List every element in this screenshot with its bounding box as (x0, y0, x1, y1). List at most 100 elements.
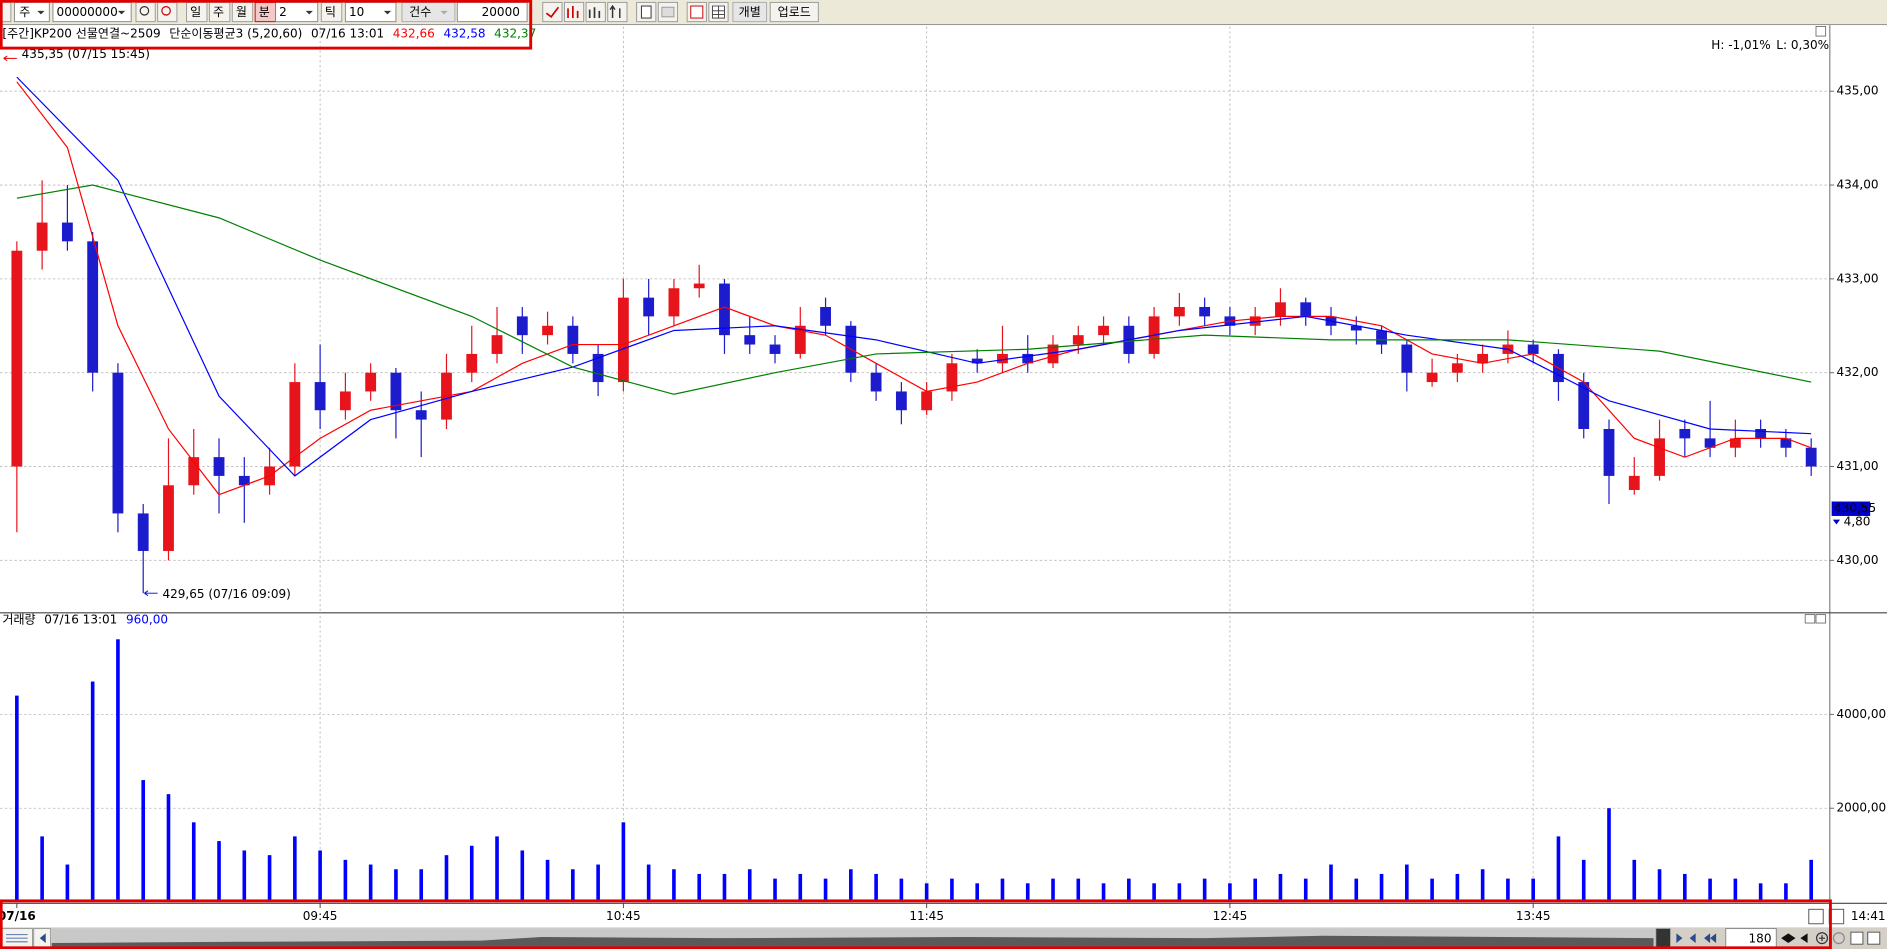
individual-button[interactable] (732, 1, 768, 23)
legend-ma20: 432,58 (443, 26, 485, 40)
candle-body (87, 241, 99, 373)
candle-body (921, 391, 933, 411)
annotation-arrow (144, 590, 158, 596)
volume-bar (621, 822, 626, 903)
volume-bar (1051, 878, 1055, 903)
candle-body (1199, 307, 1211, 317)
volume-bar (798, 873, 803, 903)
volume-bar (166, 794, 171, 903)
close-button[interactable] (1867, 931, 1881, 945)
zoom-plus[interactable] (1815, 932, 1829, 945)
nav-arrows[interactable] (1676, 933, 1717, 943)
y-tick-label: 431,00 (1836, 459, 1878, 473)
high-change: H: -1,01% (1711, 38, 1770, 52)
candle-body (895, 391, 907, 411)
plus-icon (1819, 935, 1826, 942)
x-tick-label: 07/16 (0, 909, 36, 923)
candle-body (997, 353, 1008, 364)
volume-bar (924, 883, 929, 903)
scroll-thumb[interactable] (1655, 928, 1671, 949)
search-red-button[interactable] (157, 1, 178, 23)
candle-body (11, 250, 23, 467)
pane-close[interactable] (1815, 614, 1827, 624)
search-button[interactable] (135, 1, 156, 23)
candle-body (542, 325, 553, 336)
volume-bar (1784, 883, 1788, 903)
legend-ma60: 432,37 (494, 26, 536, 40)
settings-button[interactable] (1808, 908, 1824, 925)
interval-text: 2 (279, 5, 287, 19)
volume-bar (1809, 859, 1813, 903)
volume-bar (343, 859, 348, 903)
search-icon (139, 6, 150, 16)
zoom-minus[interactable] (1832, 932, 1845, 945)
candle-body (137, 513, 149, 551)
tool-button[interactable] (585, 1, 606, 23)
candle-body (1022, 353, 1034, 364)
volume-bar (1228, 883, 1232, 903)
candle-body (643, 297, 655, 317)
pane-minimize[interactable] (1804, 614, 1816, 624)
fit-button[interactable] (1850, 931, 1864, 945)
x-end-time: 14:41 (1851, 909, 1886, 923)
volume-bar (571, 869, 575, 903)
candle-body (491, 335, 503, 354)
tool-button[interactable] (563, 1, 585, 23)
moving-average-line (16, 184, 1812, 395)
market-text: 주 (19, 5, 30, 19)
volume-bar (1506, 878, 1510, 903)
tool-icons (542, 1, 729, 23)
volume-last: 960,00 (126, 612, 168, 626)
period-text: 분 (259, 5, 270, 19)
y-tick-label: 432,00 (1836, 365, 1878, 379)
volume-bar (646, 864, 651, 903)
candle-body (289, 382, 301, 467)
legend-indicator: 단순이동평균3 (5,20,60) (169, 26, 302, 40)
x-tick-label: 11:45 (909, 909, 944, 923)
candle-body (1729, 438, 1741, 448)
candle-body (617, 297, 629, 383)
volume-bar (1076, 878, 1081, 903)
annotation-label: 429,65 (07/16 09:09) (162, 587, 290, 601)
change-label: 4,80 (1844, 514, 1871, 528)
candle-body (668, 288, 680, 317)
volume-time: 07/16 13:01 (44, 612, 117, 626)
tool-icon (712, 5, 725, 19)
y-tick-label: 2000,00 (1836, 801, 1886, 815)
period-text: 주 (213, 5, 224, 19)
candle-body (870, 372, 882, 392)
pane-maximize[interactable] (1815, 26, 1827, 37)
candle-body (719, 283, 730, 336)
upload-button[interactable] (769, 1, 819, 23)
period-text: 월 (236, 5, 247, 19)
volume-bar (368, 864, 373, 903)
candle-body (1275, 302, 1286, 317)
volume-bar (1202, 878, 1207, 903)
volume-bar (40, 836, 44, 903)
x-tick-label: 13:45 (1516, 909, 1551, 923)
volume-bar (495, 836, 499, 903)
y-tick-label: 430,00 (1836, 553, 1878, 567)
volume-bar (1657, 869, 1662, 903)
candle-body (339, 391, 351, 411)
legend-ma5: 432,66 (393, 26, 435, 40)
x-tick-label: 12:45 (1213, 909, 1248, 923)
candle-body (1704, 438, 1716, 448)
code-text: 00000000 (57, 5, 118, 19)
volume-bar (191, 822, 196, 903)
candle-body (1401, 344, 1413, 373)
candle-body (1047, 344, 1059, 364)
volume-bar (1278, 873, 1283, 903)
tool-icon (588, 7, 601, 19)
price-legend: [주간]KP200 선물연결~2509 단순이동평균3 (5,20,60) 07… (2, 26, 536, 40)
candle-body (112, 372, 124, 514)
dropdown-arrow (383, 10, 392, 15)
volume-bar (394, 869, 398, 903)
candle-body (238, 475, 250, 486)
candle-body (390, 372, 402, 411)
tool-button[interactable] (542, 1, 563, 23)
tool-button[interactable] (607, 1, 628, 23)
zoom-arrows[interactable] (1781, 933, 1808, 943)
